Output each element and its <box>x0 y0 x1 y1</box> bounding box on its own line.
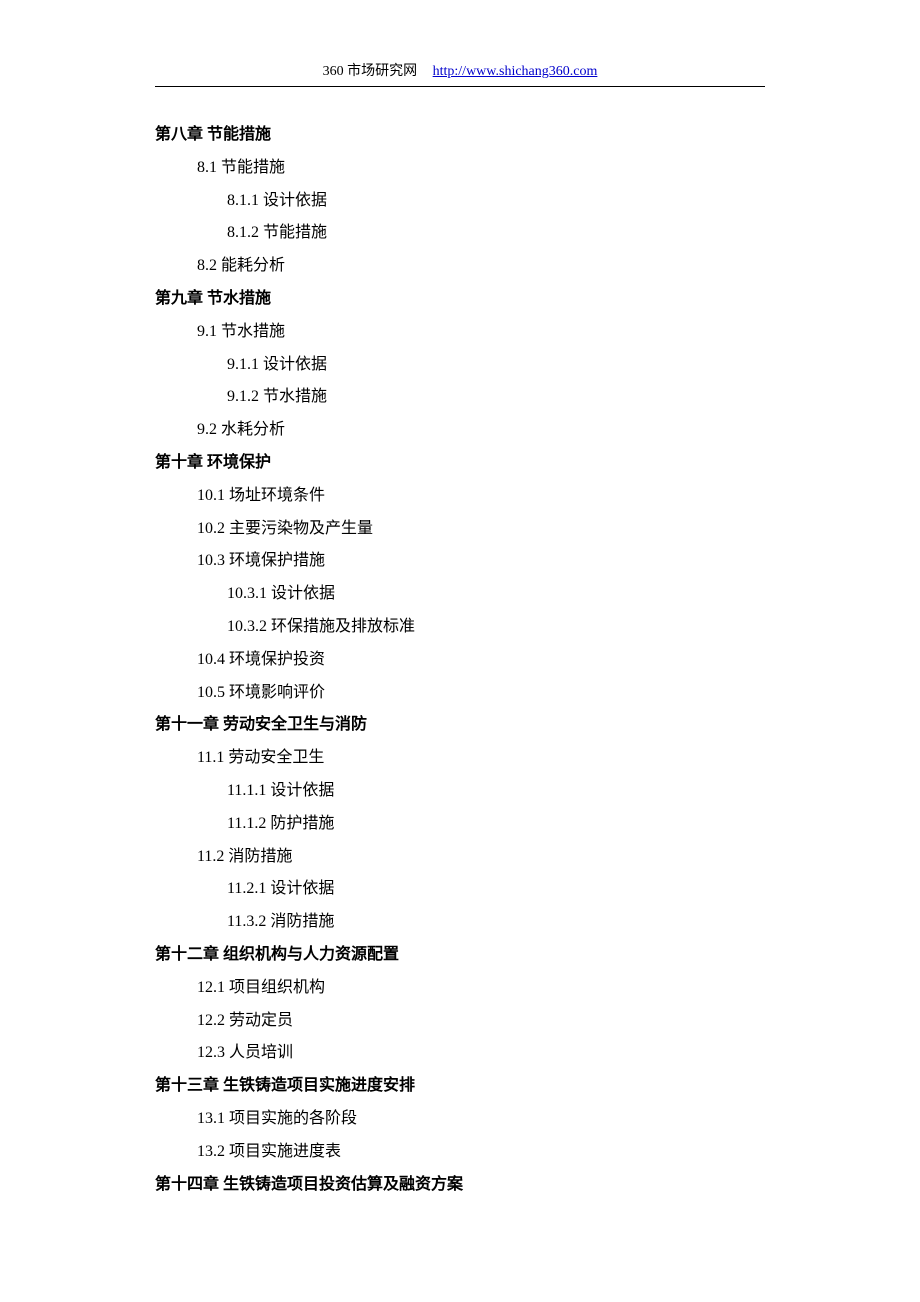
toc-level2-item: 8.1.2 节能措施 <box>155 217 765 250</box>
header-site-name: 360 市场研究网 <box>323 64 418 79</box>
toc-level1-item: 9.1 节水措施 <box>155 316 765 349</box>
toc-chapter-item: 第十一章 劳动安全卫生与消防 <box>155 709 765 742</box>
document-page: 360 市场研究网 http://www.shichang360.com 第八章… <box>0 0 920 1261</box>
toc-chapter-item: 第九章 节水措施 <box>155 283 765 316</box>
toc-level1-item: 9.2 水耗分析 <box>155 414 765 447</box>
toc-level1-item: 10.1 场址环境条件 <box>155 480 765 513</box>
toc-chapter-item: 第十章 环境保护 <box>155 447 765 480</box>
toc-level1-item: 11.1 劳动安全卫生 <box>155 742 765 775</box>
toc-level1-item: 11.2 消防措施 <box>155 841 765 874</box>
toc-level2-item: 10.3.2 环保措施及排放标准 <box>155 611 765 644</box>
toc-level1-item: 10.3 环境保护措施 <box>155 545 765 578</box>
toc-level2-item: 11.1.1 设计依据 <box>155 775 765 808</box>
toc-level1-item: 12.1 项目组织机构 <box>155 972 765 1005</box>
toc-level1-item: 8.1 节能措施 <box>155 152 765 185</box>
toc-level2-item: 11.1.2 防护措施 <box>155 808 765 841</box>
toc-level2-item: 8.1.1 设计依据 <box>155 185 765 218</box>
toc-level2-item: 11.3.2 消防措施 <box>155 906 765 939</box>
header-url-link[interactable]: http://www.shichang360.com <box>433 64 598 79</box>
toc-level2-item: 11.2.1 设计依据 <box>155 873 765 906</box>
toc-level1-item: 13.2 项目实施进度表 <box>155 1136 765 1169</box>
header-divider <box>155 86 765 87</box>
toc-chapter-item: 第八章 节能措施 <box>155 119 765 152</box>
toc-level1-item: 10.5 环境影响评价 <box>155 677 765 710</box>
toc-level1-item: 10.2 主要污染物及产生量 <box>155 513 765 546</box>
toc-chapter-item: 第十四章 生铁铸造项目投资估算及融资方案 <box>155 1169 765 1202</box>
toc-level1-item: 12.3 人员培训 <box>155 1037 765 1070</box>
toc-content: 第八章 节能措施8.1 节能措施8.1.1 设计依据8.1.2 节能措施8.2 … <box>155 119 765 1201</box>
toc-level2-item: 10.3.1 设计依据 <box>155 578 765 611</box>
toc-chapter-item: 第十三章 生铁铸造项目实施进度安排 <box>155 1070 765 1103</box>
toc-level2-item: 9.1.1 设计依据 <box>155 349 765 382</box>
toc-level2-item: 9.1.2 节水措施 <box>155 381 765 414</box>
toc-chapter-item: 第十二章 组织机构与人力资源配置 <box>155 939 765 972</box>
toc-level1-item: 12.2 劳动定员 <box>155 1005 765 1038</box>
toc-level1-item: 10.4 环境保护投资 <box>155 644 765 677</box>
toc-level1-item: 8.2 能耗分析 <box>155 250 765 283</box>
toc-level1-item: 13.1 项目实施的各阶段 <box>155 1103 765 1136</box>
page-header: 360 市场研究网 http://www.shichang360.com <box>155 60 765 80</box>
